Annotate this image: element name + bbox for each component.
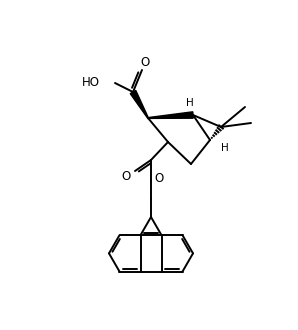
Text: O: O [140,56,150,70]
Text: HO: HO [82,76,100,88]
Text: O: O [121,170,131,182]
Polygon shape [130,90,148,118]
Text: H: H [221,143,229,153]
Polygon shape [148,112,193,118]
Text: H: H [186,98,194,108]
Text: O: O [154,173,164,185]
